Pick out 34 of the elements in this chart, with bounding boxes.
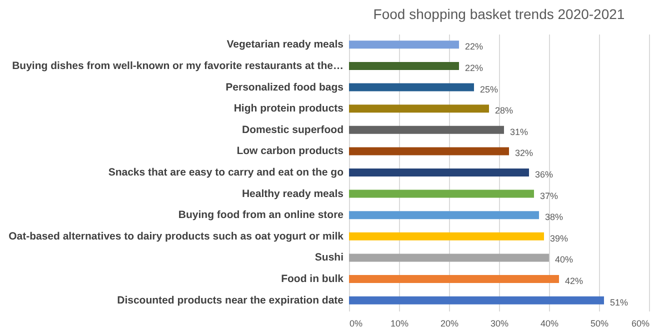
data-label: 36% bbox=[535, 170, 554, 180]
x-tick-label: 20% bbox=[440, 318, 459, 328]
y-tick-label: Healthy ready meals bbox=[242, 188, 344, 200]
x-tick-label: 30% bbox=[490, 318, 509, 328]
x-tick-label: 0% bbox=[350, 318, 363, 328]
data-label: 22% bbox=[465, 62, 484, 73]
data-label: 25% bbox=[480, 84, 498, 94]
data-label: 37% bbox=[540, 190, 558, 201]
y-tick-label: Buying food from an online store bbox=[178, 209, 344, 222]
x-tick-label: 50% bbox=[590, 318, 609, 328]
data-label: 38% bbox=[545, 212, 564, 222]
y-tick-label: Oat-based alternatives to dairy products such as oat yogurt or milk bbox=[8, 230, 344, 242]
data-label: 22% bbox=[465, 42, 484, 52]
data-label: 40% bbox=[555, 254, 574, 265]
y-tick-label: Personalized food bags bbox=[226, 81, 344, 94]
chart-title: Food shopping basket trends 2020-2021 bbox=[373, 6, 625, 22]
y-tick-label: Discounted products near the expiration date bbox=[117, 294, 344, 306]
y-tick-label: Buying dishes from well-known or my favorite restaurants at the… bbox=[12, 60, 344, 72]
y-tick-label: Snacks that are easy to carry and eat on the go bbox=[108, 166, 344, 178]
y-tick-label: Food in bulk bbox=[281, 273, 344, 286]
data-label: 42% bbox=[565, 276, 584, 286]
y-tick-label: Low carbon products bbox=[236, 145, 344, 158]
y-tick-label: Domestic superfood bbox=[242, 124, 344, 136]
x-tick-label: 10% bbox=[390, 318, 409, 328]
y-tick-label: Sushi bbox=[314, 252, 344, 264]
data-label: 31% bbox=[510, 126, 528, 137]
y-tick-label: Vegetarian ready meals bbox=[226, 38, 344, 51]
x-tick-label: 60% bbox=[631, 318, 650, 328]
data-label: 39% bbox=[550, 233, 568, 244]
data-label: 28% bbox=[495, 106, 514, 116]
data-label: 32% bbox=[515, 148, 534, 158]
data-label: 51% bbox=[610, 297, 628, 308]
y-tick-label: High protein products bbox=[234, 102, 344, 115]
x-tick-label: 40% bbox=[540, 318, 559, 328]
